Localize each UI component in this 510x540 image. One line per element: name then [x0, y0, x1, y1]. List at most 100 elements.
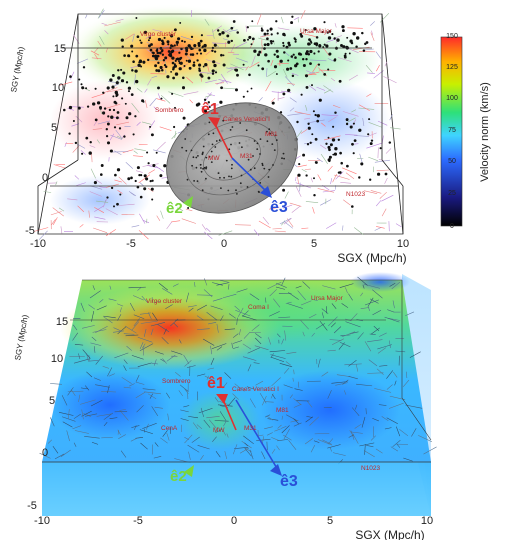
streamline [161, 57, 169, 65]
streamline [160, 210, 164, 219]
streamline [395, 223, 402, 228]
streamline [291, 72, 299, 76]
streamline [222, 430, 226, 436]
streamline [375, 448, 383, 454]
streamline [61, 395, 68, 406]
galaxy-point [174, 72, 179, 76]
galaxy-point [182, 116, 186, 120]
galaxy-point [159, 174, 163, 178]
streamline [67, 387, 74, 396]
streamline [125, 33, 135, 40]
streamline [327, 58, 334, 62]
bottom-label-m31: M31 [244, 425, 257, 432]
galaxy-point [131, 50, 134, 53]
galaxy-point [190, 35, 194, 39]
streamline [54, 453, 65, 460]
streamline [203, 289, 213, 298]
streamline [364, 299, 379, 306]
galaxy-point [208, 106, 211, 108]
streamline [374, 227, 382, 231]
streamline [105, 208, 118, 216]
galaxy-point [139, 195, 143, 199]
galaxy-point [151, 179, 154, 182]
streamline [411, 428, 417, 437]
streamline [93, 346, 96, 353]
galaxy-point [361, 31, 364, 35]
streamline [322, 47, 330, 57]
streamline [340, 182, 352, 184]
streamline [74, 344, 84, 346]
sphere-point [230, 175, 233, 178]
streamline [89, 191, 102, 197]
sphere-point [238, 142, 241, 144]
sphere-point [205, 177, 207, 180]
streamline [370, 190, 382, 194]
galaxy-point [211, 69, 215, 73]
streamline [376, 226, 385, 229]
galaxy-point [139, 39, 142, 42]
galaxy-point [342, 45, 346, 49]
galaxy-point [300, 93, 303, 96]
sphere-point [272, 164, 274, 166]
streamline [102, 365, 110, 369]
galaxy-point [258, 50, 262, 54]
streamline [295, 186, 302, 197]
streamline [318, 69, 336, 71]
streamline [306, 416, 313, 418]
streamline [389, 283, 396, 287]
galaxy-point [307, 52, 311, 56]
bottom-sgx-glow [190, 280, 370, 340]
streamline [178, 390, 183, 397]
streamline [339, 283, 354, 288]
streamline [59, 81, 73, 86]
streamline [89, 290, 101, 299]
galaxy-point [346, 164, 349, 168]
streamline [117, 326, 127, 335]
galaxy-point [188, 66, 192, 70]
streamline [116, 303, 124, 307]
bottom-blue-3 [350, 272, 410, 292]
galaxy-point [340, 161, 343, 165]
streamline [131, 321, 140, 331]
streamline [370, 21, 376, 26]
streamline [156, 215, 161, 221]
colorbar-label: Velocity norm (km/s) [479, 82, 491, 182]
streamline [208, 419, 217, 429]
streamline [207, 322, 217, 325]
streamline [147, 187, 154, 193]
sphere-point [219, 176, 221, 179]
streamline [202, 338, 215, 346]
galaxy-point [355, 45, 358, 48]
streamline [289, 97, 297, 103]
galaxy-point [127, 86, 132, 90]
streamline [88, 304, 96, 310]
sphere-point [241, 146, 243, 149]
galaxy-point [183, 65, 186, 67]
streamline [106, 89, 123, 93]
galaxy-point [147, 162, 150, 165]
streamline [234, 41, 248, 49]
streamline [234, 447, 249, 449]
top-label-n1023: N1023 [346, 191, 366, 198]
streamline [154, 351, 164, 355]
galaxy-point [143, 30, 148, 35]
galaxy-point [143, 187, 147, 191]
bottom-streamlines [39, 276, 437, 465]
galaxy-point [203, 109, 208, 114]
top-label-cvn: Canes Venatici I [223, 116, 270, 123]
galaxy-point [197, 102, 201, 106]
top-ytick-m5: -5 [25, 225, 35, 237]
streamline [270, 393, 274, 399]
streamline [372, 418, 380, 422]
streamline [386, 370, 394, 379]
streamline [274, 428, 281, 432]
streamline [345, 321, 361, 328]
streamline [353, 135, 369, 137]
streamline [277, 424, 282, 429]
galaxy-point [217, 29, 220, 32]
galaxy-point [369, 178, 372, 181]
galaxy-point [117, 76, 121, 80]
streamline [317, 358, 321, 368]
top-ytick-10: 10 [52, 82, 64, 94]
streamline [187, 305, 197, 308]
